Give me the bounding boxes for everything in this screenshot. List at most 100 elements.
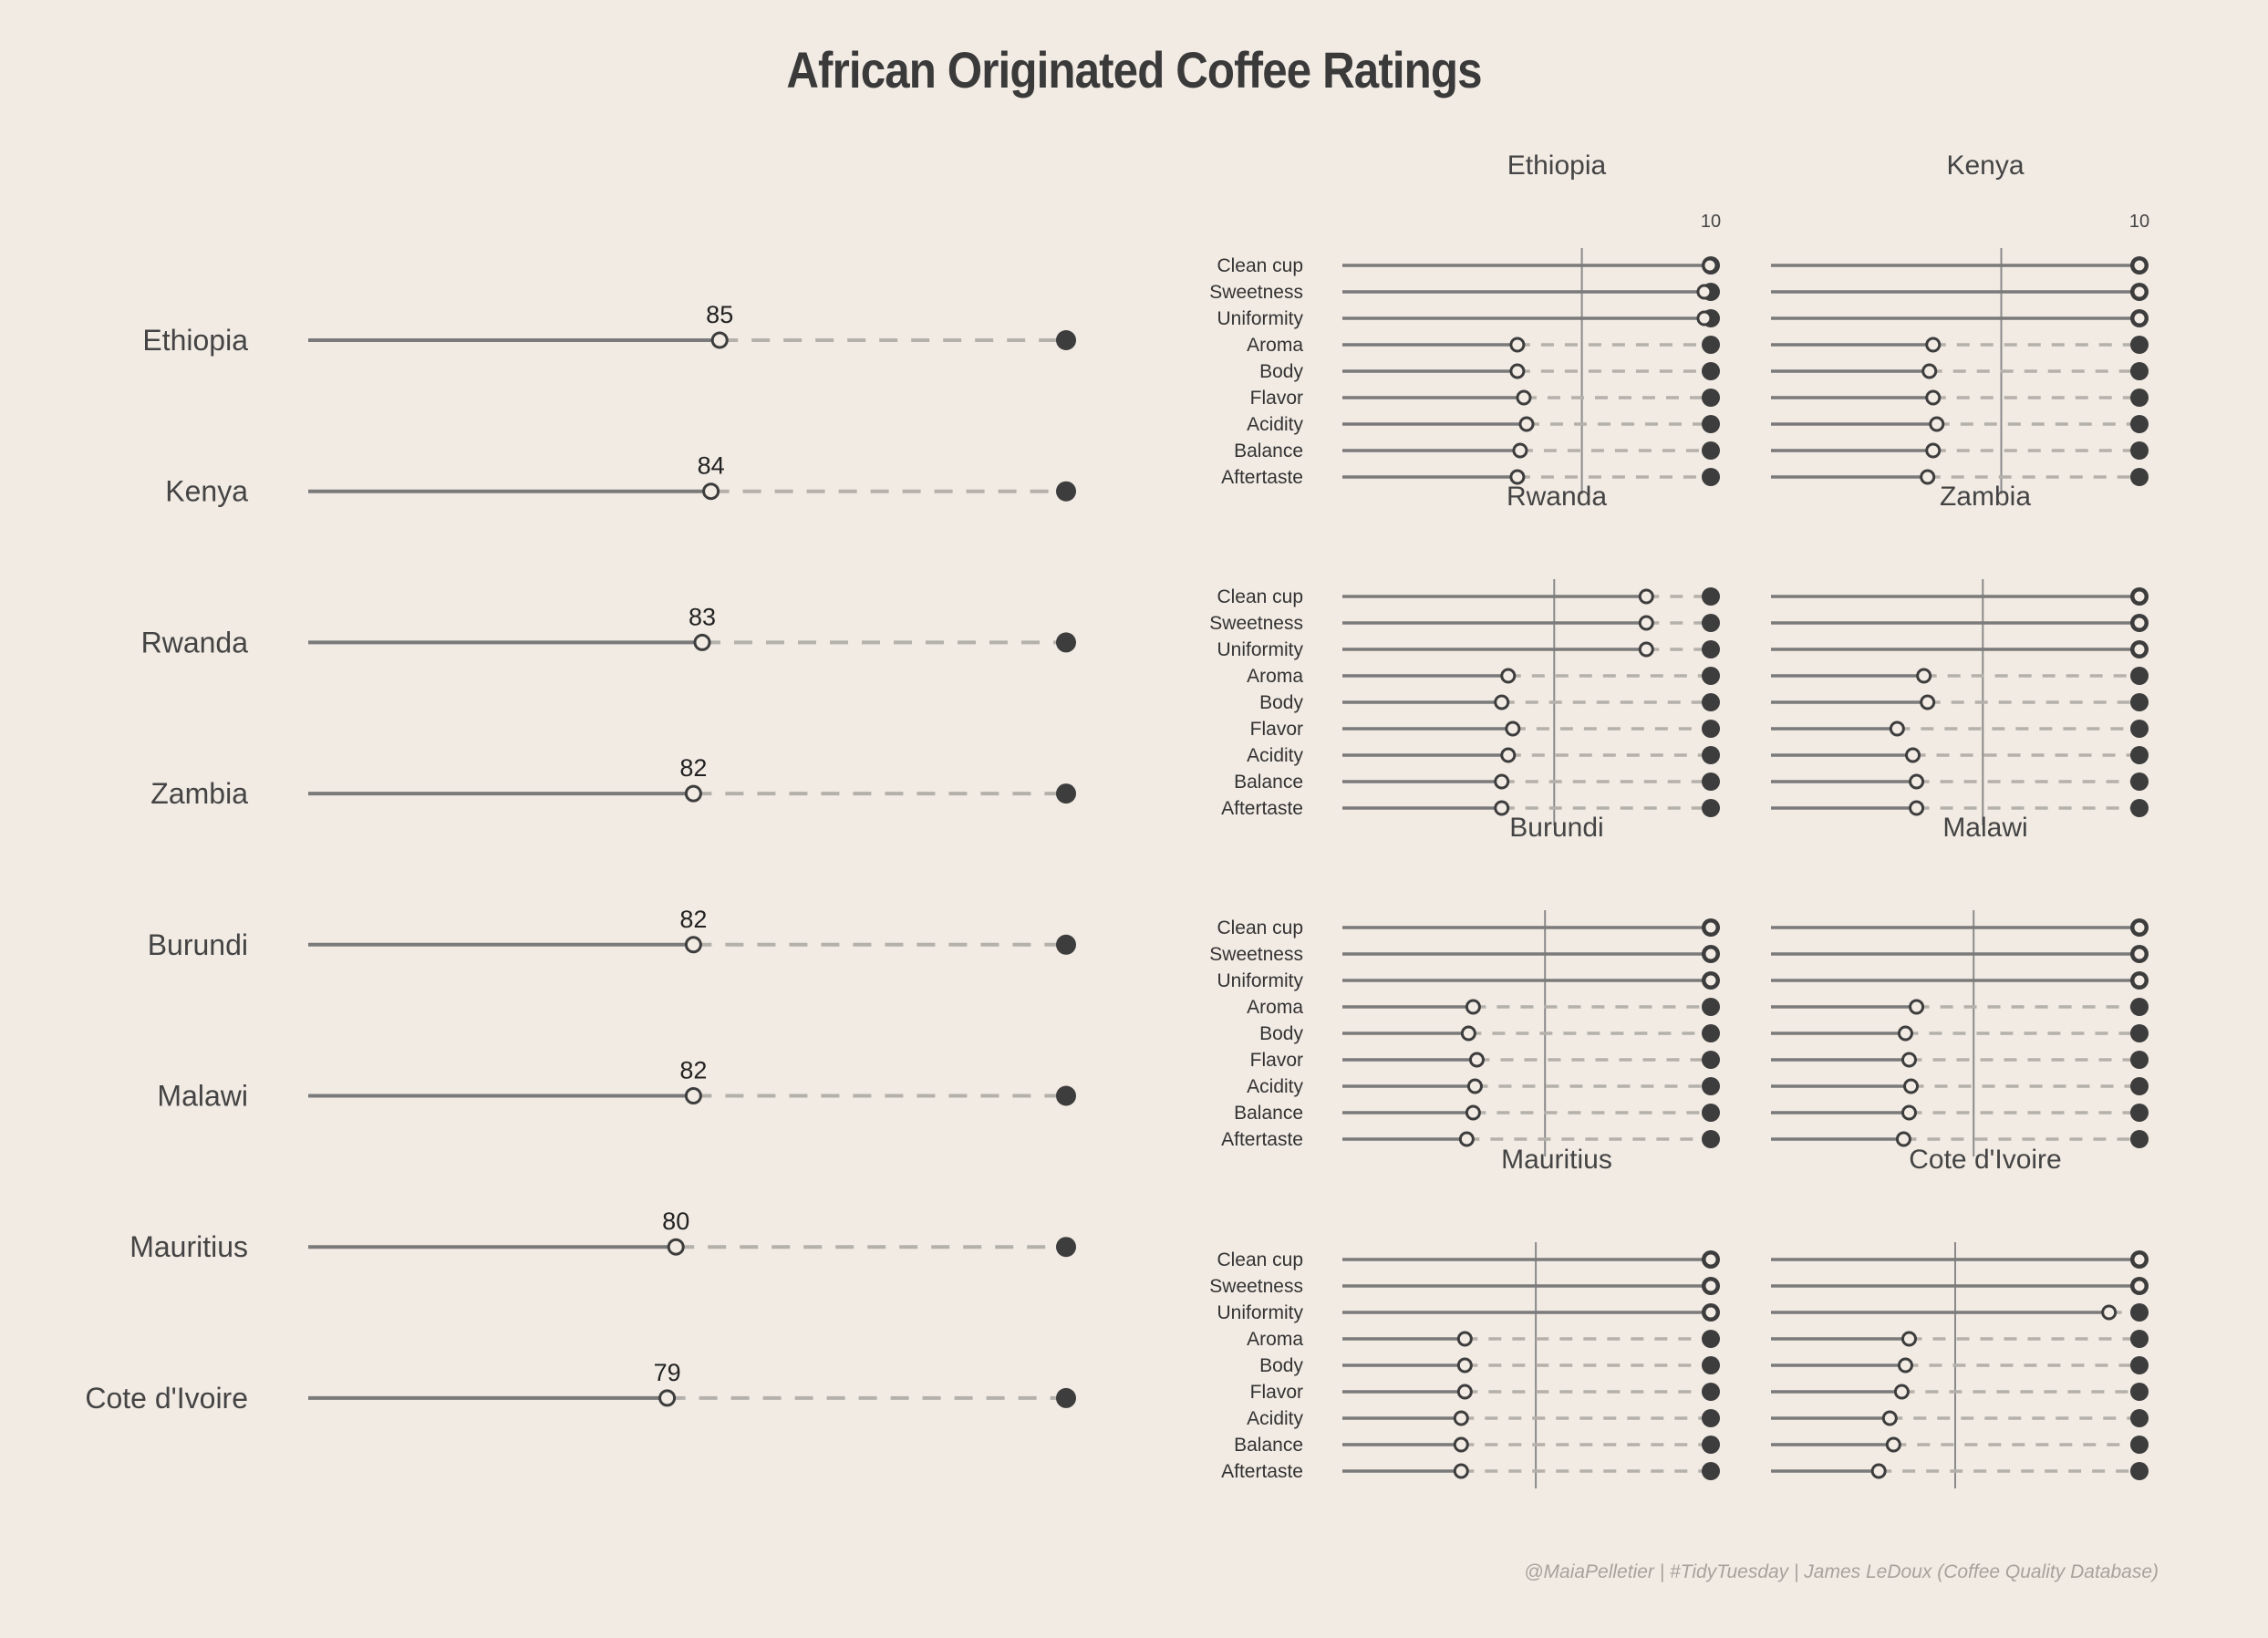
attribute-max-point <box>2130 693 2149 711</box>
attribute-label: Body <box>1259 692 1303 713</box>
attribute-point <box>1909 773 1925 790</box>
attribute-label: Uniformity <box>1217 639 1303 660</box>
attribute-point <box>1870 1463 1887 1479</box>
attribute-max-point <box>1702 1462 1720 1480</box>
attribute-point <box>1895 1131 1911 1147</box>
attribute-max-point <box>1702 1051 1720 1069</box>
attribute-max-point <box>1702 772 1720 791</box>
attribute-point <box>1905 747 1921 763</box>
attribute-point <box>1466 1078 1483 1094</box>
attribute-point <box>1456 1384 1473 1400</box>
max-value-label: 10 <box>1701 212 1721 232</box>
attribute-point <box>1509 363 1526 379</box>
attribute-point <box>1925 337 1942 353</box>
attribute-max-point <box>2130 1077 2149 1095</box>
attribute-point <box>1889 721 1905 737</box>
score-point <box>684 936 702 954</box>
facet-title: Ethiopia <box>1507 150 1607 181</box>
attribute-point <box>2131 972 2148 989</box>
attribute-max-point <box>2130 1303 2149 1322</box>
attribute-point <box>1638 615 1654 631</box>
attribute-max-point <box>2130 1024 2149 1042</box>
attribute-point <box>1458 1131 1475 1147</box>
attribute-max-point <box>2130 415 2149 433</box>
max-point <box>1056 481 1076 502</box>
attribute-max-point <box>1702 1024 1720 1042</box>
facet-malawi: Malawi <box>1771 813 2149 1156</box>
attribute-point <box>2131 946 2148 962</box>
caption: @MaiaPelletier | #TidyTuesday | James Le… <box>1524 1561 2159 1582</box>
max-value-label: 10 <box>2129 212 2149 232</box>
attribute-max-point <box>1702 415 1720 433</box>
attribute-label: Aftertaste <box>1221 467 1303 488</box>
attribute-label: Aftertaste <box>1221 1129 1303 1150</box>
country-label: Ethiopia <box>142 324 248 357</box>
score-label: 85 <box>706 301 733 328</box>
attribute-point <box>1893 1384 1910 1400</box>
attribute-max-point <box>2130 772 2149 791</box>
overall-rating-panel: Ethiopia 85 Kenya 84 Rwanda 83 Zambia 82 Burundi… <box>85 301 1076 1415</box>
attribute-max-point <box>1702 587 1720 606</box>
attribute-label: Sweetness <box>1209 1276 1303 1297</box>
attribute-point <box>1702 257 1718 274</box>
attribute-max-point <box>1702 1330 1720 1348</box>
attribute-point <box>1897 1357 1913 1374</box>
attribute-max-point <box>1702 1383 1720 1401</box>
facet-title: Cote d'Ivoire <box>1909 1145 2061 1175</box>
attribute-max-point <box>1702 998 1720 1016</box>
attribute-point <box>2131 284 2148 300</box>
attribute-label: Flavor <box>1250 388 1303 409</box>
attribute-point <box>1460 1025 1476 1042</box>
attribute-max-point <box>1702 1436 1720 1454</box>
attribute-label: Body <box>1259 1023 1303 1044</box>
score-label: 80 <box>662 1208 689 1235</box>
attribute-point <box>1901 1331 1917 1347</box>
attribute-label: Aroma <box>1247 666 1303 687</box>
attribute-max-point <box>2130 1409 2149 1427</box>
attribute-point <box>1468 1052 1485 1068</box>
attribute-label: Uniformity <box>1217 308 1303 329</box>
attribute-label: Aroma <box>1247 335 1303 356</box>
score-label: 82 <box>679 754 707 782</box>
country-label: Kenya <box>165 475 248 508</box>
score-label: 84 <box>698 452 725 480</box>
attribute-point <box>2131 588 2148 605</box>
attribute-label: Aroma <box>1247 997 1303 1018</box>
attribute-max-point <box>2130 1051 2149 1069</box>
attribute-max-point <box>1702 1077 1720 1095</box>
attribute-point <box>1465 999 1481 1015</box>
attribute-point <box>1465 1104 1481 1121</box>
attribute-label: Clean cup <box>1217 917 1303 938</box>
attribute-point <box>1494 773 1510 790</box>
attribute-label: Balance <box>1234 772 1303 793</box>
attribute-max-point <box>1702 746 1720 764</box>
attribute-max-point <box>2130 389 2149 407</box>
attribute-point <box>1703 919 1719 936</box>
max-point <box>1056 1387 1076 1408</box>
attribute-max-point <box>2130 1462 2149 1480</box>
score-point <box>710 331 729 349</box>
country-label: Cote d'Ivoire <box>85 1382 248 1415</box>
attribute-point <box>1512 442 1528 459</box>
facet-ethiopia: Ethiopia 10 Clean cup Sweetness Uniformity Ar… <box>1209 150 1721 494</box>
max-point <box>1056 934 1076 955</box>
attribute-point <box>2101 1304 2118 1321</box>
max-point <box>1056 632 1076 653</box>
attribute-point <box>1456 1357 1473 1374</box>
attribute-max-point <box>2130 1356 2149 1374</box>
attribute-max-point <box>1702 1409 1720 1427</box>
facet-title: Zambia <box>1940 482 2031 512</box>
attribute-max-point <box>1702 693 1720 711</box>
score-label: 82 <box>679 906 707 933</box>
attribute-point <box>2131 615 2148 631</box>
facet-rwanda: Rwanda Clean cup Sweetness Uniformity Aroma B… <box>1209 482 1720 825</box>
attribute-label: Clean cup <box>1217 586 1303 607</box>
country-label: Rwanda <box>141 626 249 658</box>
attribute-point <box>1885 1436 1901 1453</box>
attribute-max-point <box>1702 336 1720 354</box>
attribute-max-point <box>2130 667 2149 685</box>
score-point <box>684 784 702 803</box>
attribute-point <box>1897 1025 1913 1042</box>
attribute-max-point <box>2130 998 2149 1016</box>
facet-burundi: Burundi Clean cup Sweetness Uniformity Aroma… <box>1209 813 1720 1156</box>
